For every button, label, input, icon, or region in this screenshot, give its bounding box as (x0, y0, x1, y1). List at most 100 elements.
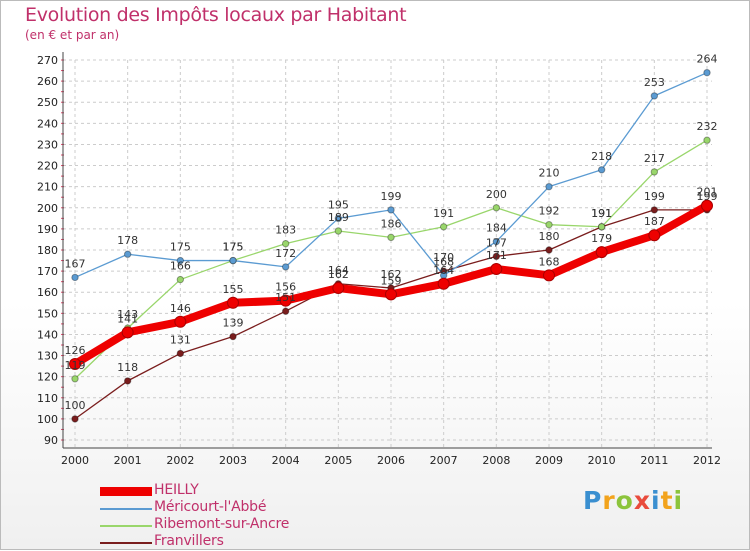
x-tick-label: 2012 (693, 454, 721, 467)
data-point (69, 358, 81, 370)
data-point (176, 349, 185, 358)
data-point (492, 237, 501, 246)
data-point (439, 223, 448, 231)
data-point (123, 377, 132, 385)
y-tick-label: 150 (37, 307, 58, 320)
data-label: 100 (65, 399, 86, 412)
data-point (279, 294, 292, 307)
data-point (121, 326, 134, 339)
data-point (281, 307, 290, 315)
data-label: 146 (170, 302, 191, 315)
data-point (703, 136, 711, 144)
logo-letter: P (583, 486, 603, 515)
x-tick-label: 2005 (324, 454, 352, 467)
data-point (334, 227, 343, 235)
data-label: 172 (275, 247, 296, 260)
x-tick-label: 2006 (377, 454, 405, 467)
data-label: 159 (381, 274, 402, 287)
data-label: 210 (539, 167, 560, 180)
logo-letter: x (633, 486, 651, 515)
data-label: 143 (117, 308, 138, 321)
y-tick-label: 130 (37, 350, 58, 363)
data-point (648, 229, 661, 242)
data-point (595, 246, 608, 259)
data-label: 166 (170, 260, 191, 273)
data-label: 178 (117, 234, 138, 247)
data-label: 177 (486, 236, 507, 249)
data-label: 187 (644, 215, 665, 228)
data-label: 170 (433, 251, 454, 264)
data-label: 131 (170, 333, 191, 346)
y-tick-label: 210 (37, 181, 58, 194)
data-label: 168 (433, 255, 454, 268)
data-point (545, 182, 553, 191)
data-label: 199 (644, 190, 665, 203)
data-label: 199 (381, 190, 402, 203)
data-point (437, 277, 450, 290)
data-label: 162 (381, 268, 402, 281)
x-tick-label: 2001 (114, 454, 142, 467)
y-tick-label: 160 (37, 286, 58, 299)
y-tick-label: 200 (37, 202, 58, 215)
legend-label-mericourt: Méricourt-l'Abbé (154, 499, 267, 515)
x-tick-label: 2004 (272, 454, 300, 467)
y-tick-label: 260 (37, 75, 58, 88)
data-point (176, 256, 185, 265)
data-point (123, 250, 132, 258)
data-point (545, 246, 553, 254)
data-label: 141 (117, 312, 138, 325)
chart-title: Evolution des Impôts locaux par Habitant (25, 4, 407, 26)
data-point (229, 256, 237, 265)
data-label: 192 (539, 205, 560, 218)
data-label: 119 (65, 359, 86, 372)
data-point (227, 296, 239, 309)
data-label: 162 (328, 268, 349, 281)
legend-label-ribemont: Ribemont-sur-Ancre (154, 516, 290, 532)
data-point (176, 275, 185, 284)
data-label: 118 (117, 361, 138, 374)
y-tick-label: 120 (37, 371, 58, 384)
logo-letter: i (673, 486, 684, 515)
y-tick-label: 170 (37, 265, 58, 278)
y-tick-label: 220 (37, 160, 58, 173)
data-label: 186 (381, 217, 402, 230)
data-point (334, 214, 343, 223)
y-tick-label: 240 (37, 117, 58, 130)
legend-swatch-ribemont (100, 525, 152, 527)
data-label: 151 (275, 291, 296, 304)
data-point (492, 204, 501, 212)
data-label: 175 (223, 241, 244, 254)
data-label: 156 (275, 281, 296, 294)
legend-label-franvillers: Franvillers (154, 533, 224, 549)
data-label: 179 (591, 232, 612, 245)
data-point (174, 315, 187, 328)
x-tick-label: 2007 (430, 454, 458, 467)
data-point (387, 206, 395, 214)
y-tick-label: 140 (37, 328, 58, 341)
data-label: 189 (328, 211, 349, 224)
logo-letter: t (660, 486, 674, 515)
data-point (385, 288, 397, 301)
data-label: 191 (591, 207, 612, 220)
data-label: 195 (328, 198, 349, 211)
data-point (650, 206, 659, 214)
data-label: 167 (65, 257, 86, 270)
data-point (492, 252, 501, 261)
data-point (281, 239, 290, 248)
data-label: 180 (539, 230, 560, 243)
data-point (543, 269, 555, 282)
data-label: 168 (539, 255, 560, 268)
data-label: 199 (697, 190, 718, 203)
x-tick-label: 2009 (535, 454, 563, 467)
data-label: 191 (591, 207, 612, 220)
legend-swatch-mericourt (100, 508, 152, 510)
data-label: 217 (644, 152, 665, 165)
data-point (545, 220, 553, 229)
legend-swatch-franvillers (100, 542, 152, 544)
data-label: 218 (591, 150, 612, 163)
x-tick-label: 2008 (482, 454, 510, 467)
x-tick-label: 2011 (640, 454, 668, 467)
data-label: 126 (65, 344, 86, 357)
data-label: 175 (170, 241, 191, 254)
